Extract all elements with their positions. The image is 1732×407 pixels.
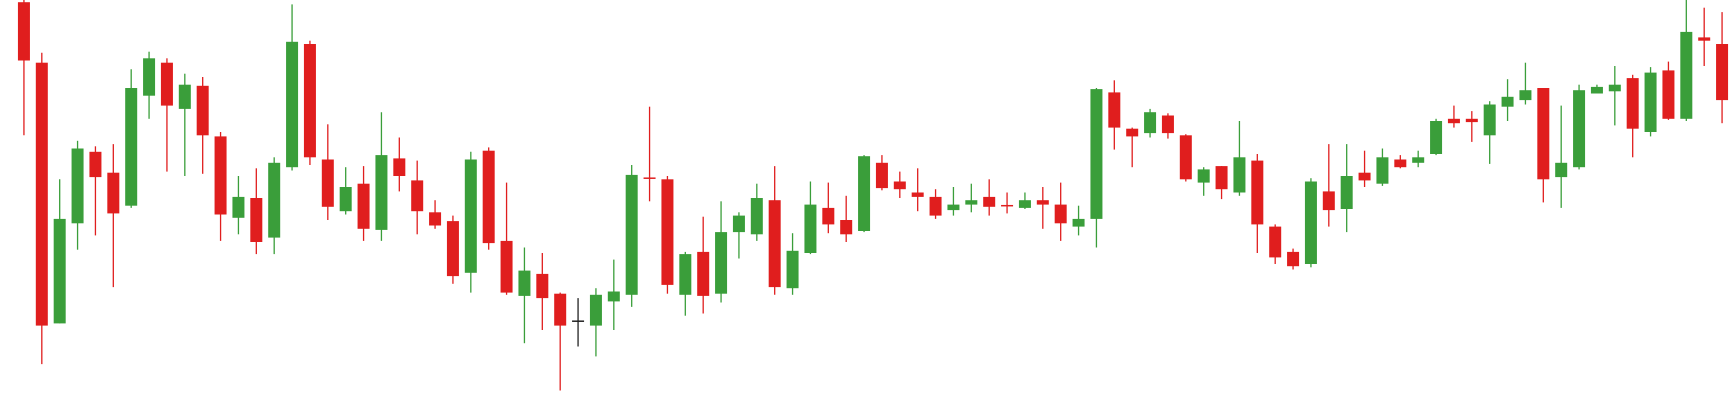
candle-body bbox=[1144, 112, 1157, 134]
candle-body bbox=[893, 181, 906, 190]
candle-body bbox=[1269, 226, 1282, 258]
candle-body bbox=[947, 204, 960, 211]
candle-body bbox=[375, 155, 388, 230]
candle-body bbox=[232, 196, 245, 218]
candle-body bbox=[661, 179, 674, 285]
candle-body bbox=[446, 221, 459, 277]
candle-body bbox=[1322, 191, 1335, 211]
candle-body bbox=[732, 215, 745, 233]
candle-body bbox=[1608, 84, 1621, 92]
candle-body bbox=[1483, 104, 1496, 136]
candle-body bbox=[1537, 88, 1550, 180]
candle-body bbox=[1590, 86, 1603, 94]
candle-body bbox=[768, 200, 781, 288]
candle-body bbox=[339, 187, 352, 212]
candle-body bbox=[643, 177, 656, 179]
candle-body bbox=[1430, 121, 1443, 154]
candle-body bbox=[786, 250, 799, 289]
candle-body bbox=[1412, 157, 1425, 163]
candle-body bbox=[35, 62, 48, 326]
candle-body bbox=[875, 162, 888, 189]
candle-body bbox=[1501, 96, 1514, 107]
candle-body bbox=[321, 159, 334, 207]
candle-body bbox=[858, 156, 871, 231]
candle-body bbox=[125, 88, 138, 206]
candle-body bbox=[697, 251, 710, 296]
candle-body bbox=[715, 232, 728, 294]
candle-body bbox=[1662, 70, 1675, 119]
candle-body bbox=[1519, 90, 1532, 101]
candle-body bbox=[607, 291, 620, 302]
candle-body bbox=[71, 148, 84, 224]
candle-body bbox=[554, 293, 567, 326]
candle-body bbox=[17, 2, 30, 61]
candle-body bbox=[1036, 200, 1049, 205]
candle-body bbox=[1197, 169, 1210, 183]
candle-body bbox=[1215, 166, 1228, 190]
candle-body bbox=[107, 172, 120, 214]
candle-body bbox=[1447, 118, 1460, 124]
candle-body bbox=[1626, 78, 1639, 129]
candle-body bbox=[1001, 204, 1014, 207]
candle-body bbox=[1072, 218, 1085, 227]
candle-body bbox=[160, 62, 173, 106]
candle-body bbox=[1573, 90, 1586, 168]
candle-body bbox=[983, 196, 996, 207]
candle-body bbox=[411, 180, 424, 212]
candle-body bbox=[268, 162, 281, 238]
candle-body bbox=[589, 294, 602, 326]
candle-body bbox=[840, 220, 853, 235]
candle-body bbox=[178, 84, 191, 109]
candle-body bbox=[518, 270, 531, 296]
candle-body bbox=[822, 207, 835, 225]
candle-body bbox=[804, 204, 817, 253]
candle-body bbox=[357, 183, 370, 229]
candle-body bbox=[1179, 135, 1192, 180]
candle-body bbox=[464, 159, 477, 273]
candle-body bbox=[1161, 115, 1174, 134]
candle-body bbox=[1304, 181, 1317, 264]
candle-body bbox=[965, 200, 978, 205]
candle-body bbox=[536, 273, 549, 299]
candle-body bbox=[1644, 72, 1657, 132]
candle-body bbox=[286, 41, 299, 168]
candle-body bbox=[625, 174, 638, 295]
candle-body bbox=[1233, 157, 1246, 193]
candle-body bbox=[143, 58, 156, 96]
candle-body bbox=[53, 218, 66, 324]
candle-body bbox=[929, 196, 942, 216]
candle-body bbox=[250, 198, 263, 242]
candle-body bbox=[750, 198, 763, 235]
candle-body bbox=[303, 44, 316, 158]
candle-body bbox=[1394, 159, 1407, 168]
candle-body bbox=[1358, 172, 1371, 181]
candle-body bbox=[911, 192, 924, 197]
candle-body bbox=[89, 151, 102, 178]
candle-body bbox=[429, 212, 442, 226]
candle-body bbox=[1680, 31, 1693, 119]
candle-body bbox=[196, 85, 209, 136]
candle-body bbox=[572, 320, 585, 322]
candle-body bbox=[214, 136, 227, 215]
candle-body bbox=[1126, 128, 1139, 137]
candle-body bbox=[1465, 118, 1478, 123]
candle-body bbox=[1090, 89, 1103, 219]
candle-body bbox=[679, 254, 692, 295]
candle-body bbox=[1716, 44, 1729, 101]
candle-body bbox=[1054, 204, 1067, 224]
candle-body bbox=[482, 150, 495, 244]
candle-body bbox=[1555, 162, 1568, 178]
candle-body bbox=[1251, 160, 1264, 225]
candle-body bbox=[1108, 92, 1121, 128]
candle-body bbox=[1018, 200, 1031, 208]
candle-body bbox=[1698, 37, 1711, 41]
candle-body bbox=[1340, 176, 1353, 209]
candle-body bbox=[393, 158, 406, 176]
candle-body bbox=[1287, 251, 1300, 267]
candle-body bbox=[500, 240, 513, 293]
candle-body bbox=[1376, 157, 1389, 184]
